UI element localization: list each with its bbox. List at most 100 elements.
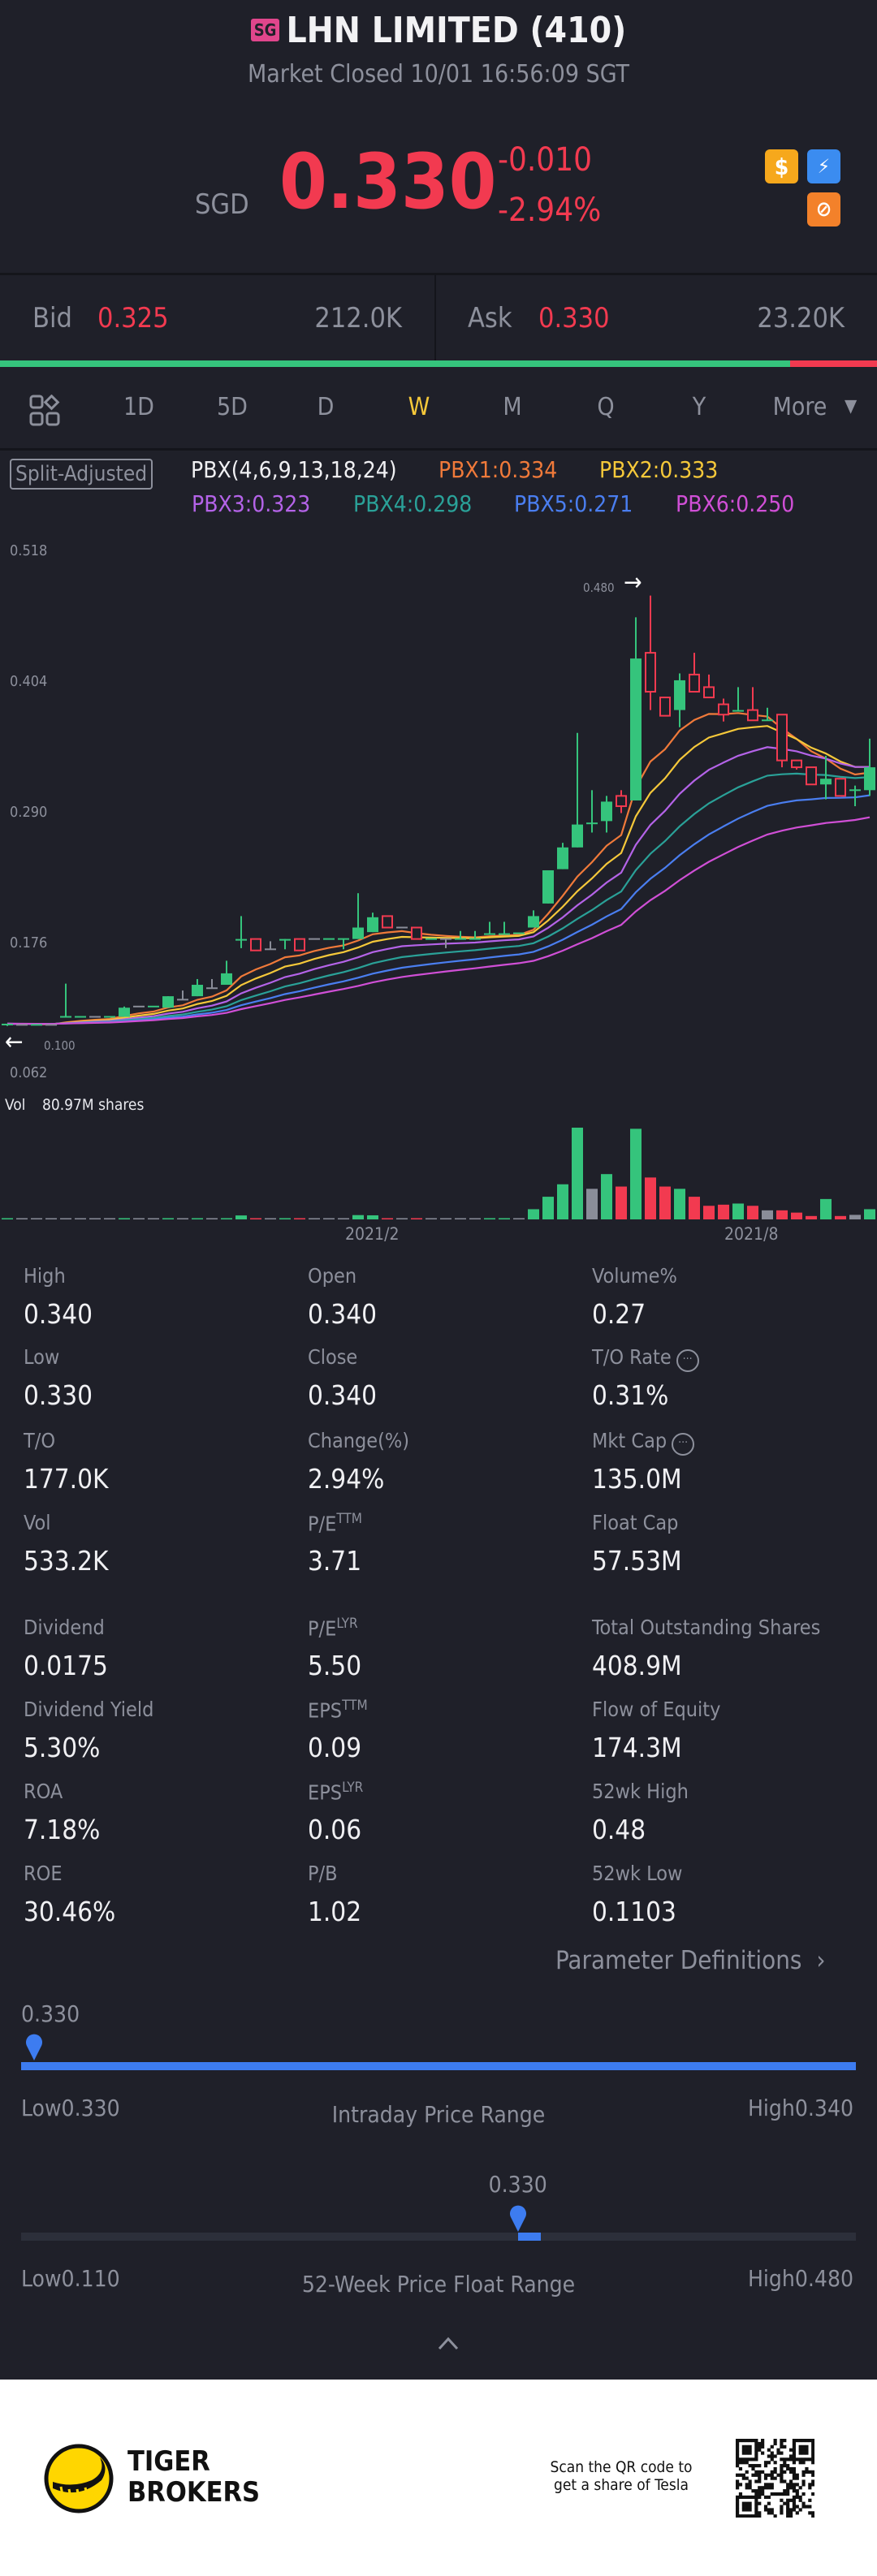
parameter-definitions-label: Parameter Definitions	[555, 1946, 802, 1975]
qr-code[interactable]	[736, 2439, 814, 2518]
candle-body	[411, 926, 422, 940]
stat-label-text: P/B	[308, 1862, 338, 1885]
volume-bar	[221, 1218, 232, 1219]
tab-d[interactable]: D	[317, 393, 335, 421]
volume-bar	[601, 1174, 612, 1219]
map-pin-icon	[509, 2204, 527, 2235]
pbx-line-4	[6, 772, 871, 1025]
stat-label: P/B	[308, 1862, 338, 1885]
stat-label: EPSLYR	[308, 1780, 363, 1804]
stat-value: 0.340	[308, 1379, 377, 1411]
tab-m[interactable]: M	[503, 393, 522, 421]
arrow-left-icon: ←	[5, 1028, 24, 1056]
tab-y[interactable]: Y	[692, 393, 706, 421]
indicator-name[interactable]: PBX(4,6,9,13,18,24)	[191, 456, 397, 483]
tab-w[interactable]: W	[408, 393, 430, 421]
candle-body	[279, 938, 291, 941]
stat-label: Open	[308, 1264, 356, 1288]
layout-grid-icon[interactable]	[29, 394, 62, 427]
candle-body	[776, 714, 788, 762]
stat-value: 408.9M	[592, 1650, 682, 1681]
stat-label-text: ROE	[24, 1862, 63, 1885]
pbx1-value: PBX1:0.334	[438, 456, 558, 483]
stat-label-text: Close	[308, 1345, 358, 1369]
divider	[0, 448, 877, 451]
volume-bar	[469, 1218, 481, 1219]
volume-bar	[776, 1210, 788, 1219]
stat-label-suffix: LYR	[336, 1616, 358, 1632]
candle-body	[484, 933, 495, 935]
stat-value: 3.71	[308, 1545, 362, 1577]
stat-value: 533.2K	[24, 1545, 109, 1577]
volume-bar	[484, 1218, 495, 1219]
market-status: Market Closed 10/01 16:56:09 SGT	[247, 60, 630, 88]
tab-q[interactable]: Q	[597, 393, 615, 421]
no-short-badge-icon[interactable]: ⊘	[807, 192, 840, 227]
stat-label-text: ROA	[24, 1780, 63, 1803]
stat-label[interactable]: Mkt Cap ···	[592, 1429, 695, 1456]
candlestick-chart[interactable]	[0, 0, 877, 1266]
parameter-definitions-link[interactable]: Parameter Definitions ›	[555, 1946, 826, 1975]
volume-bar	[396, 1218, 408, 1219]
stat-label: High	[24, 1264, 66, 1288]
stat-label-text: T/O	[24, 1429, 56, 1452]
promo-text: Scan the QR code to get a share of Tesla	[546, 2458, 697, 2494]
candle-body	[528, 916, 539, 928]
candle-body	[250, 938, 261, 951]
currency-label: SGD	[195, 188, 249, 221]
footer-banner: TIGER BROKERS Scan the QR code to get a sh…	[0, 2380, 877, 2576]
volume-bar	[528, 1209, 539, 1219]
volume-bar	[367, 1215, 378, 1219]
collapse-chevron-up-icon[interactable]	[436, 2335, 460, 2354]
volume-bar	[382, 1218, 393, 1219]
brand-line: TIGER	[127, 2445, 210, 2478]
volume-bar	[557, 1184, 568, 1219]
volume-bar	[791, 1212, 802, 1219]
stat-label: Dividend	[24, 1616, 105, 1639]
stat-label-text: EPS	[308, 1780, 343, 1805]
pbx4-value: PBX4:0.298	[353, 490, 473, 517]
volume-bar	[265, 1218, 276, 1219]
stat-value: 57.53M	[592, 1545, 682, 1577]
promo-line: get a share of Tesla	[554, 2476, 689, 2494]
stat-label-text: Low	[24, 1345, 60, 1369]
split-adjusted-toggle[interactable]: Split-Adjusted	[10, 459, 153, 490]
chevron-down-icon[interactable]: ▼	[845, 396, 858, 416]
info-icon[interactable]: ···	[672, 1433, 695, 1456]
stat-label-text: Volume%	[592, 1264, 677, 1288]
tab-1d[interactable]: 1D	[123, 393, 154, 421]
week52-low: Low0.110	[21, 2265, 120, 2292]
volume-bar	[309, 1218, 320, 1219]
candle-body	[718, 703, 729, 716]
volume-bar	[659, 1186, 671, 1219]
low-marker-label: 0.100	[44, 1038, 76, 1053]
volume-bar	[250, 1218, 261, 1219]
stat-value: 0.48	[592, 1814, 646, 1845]
volume-bar	[31, 1218, 42, 1219]
stat-label-text: P/E	[308, 1616, 337, 1641]
volume-bar	[645, 1177, 656, 1219]
pbx-line-3	[6, 746, 871, 1025]
stat-value: 0.27	[592, 1298, 646, 1330]
stat-label: Vol	[24, 1511, 50, 1534]
info-icon[interactable]: ···	[676, 1349, 699, 1372]
dollar-badge-icon[interactable]: $	[765, 149, 798, 183]
y-tick-label: 0.290	[10, 804, 48, 821]
tab-5d[interactable]: 5D	[217, 393, 248, 421]
volume-bar	[849, 1215, 861, 1219]
tab-more[interactable]: More	[772, 393, 827, 421]
chevron-right-icon: ›	[816, 1946, 826, 1975]
stat-label[interactable]: T/O Rate ···	[592, 1345, 699, 1372]
volume-bar	[60, 1218, 71, 1219]
bid-size: 212.0K	[314, 302, 402, 334]
stock-name: LHN LIMITED (410)	[286, 10, 627, 51]
stat-label-text: Mkt Cap	[592, 1429, 667, 1452]
stat-label: Float Cap	[592, 1511, 678, 1534]
brand-line: BROKERS	[127, 2476, 261, 2509]
candle-body	[601, 801, 612, 822]
volume-bar	[148, 1218, 159, 1219]
volume-bar	[586, 1189, 598, 1219]
flash-badge-icon[interactable]: ⚡	[807, 149, 840, 183]
stat-value: 0.06	[308, 1814, 362, 1845]
pbx5-value: PBX5:0.271	[514, 490, 633, 517]
